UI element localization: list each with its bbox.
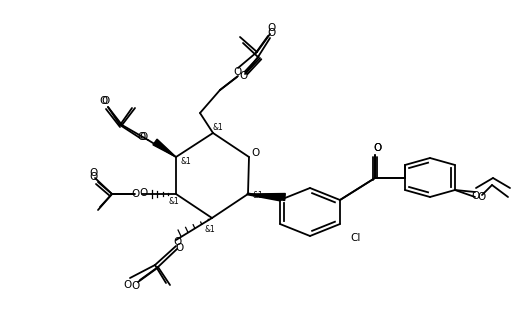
- Text: &1: &1: [169, 197, 179, 206]
- Text: Cl: Cl: [350, 233, 360, 243]
- Text: O: O: [131, 189, 139, 199]
- Text: O: O: [373, 143, 381, 153]
- Text: O: O: [137, 132, 145, 142]
- Text: O: O: [268, 28, 276, 38]
- Text: O: O: [173, 237, 181, 247]
- Text: O: O: [89, 168, 97, 178]
- Text: O: O: [89, 172, 97, 182]
- Text: O: O: [233, 67, 241, 77]
- Text: O: O: [124, 280, 132, 290]
- Text: O: O: [132, 281, 140, 291]
- Text: O: O: [140, 132, 148, 142]
- Text: O: O: [139, 188, 147, 198]
- Text: O: O: [102, 96, 110, 106]
- Polygon shape: [248, 193, 285, 200]
- Polygon shape: [153, 139, 176, 157]
- Text: &1: &1: [212, 122, 223, 132]
- Text: O: O: [240, 71, 248, 81]
- Text: &1: &1: [252, 191, 264, 200]
- Text: O: O: [472, 191, 480, 201]
- Text: O: O: [252, 148, 260, 158]
- Text: O: O: [175, 243, 183, 253]
- Text: &1: &1: [181, 157, 191, 165]
- Text: O: O: [477, 192, 485, 202]
- Text: O: O: [99, 96, 107, 106]
- Text: O: O: [267, 23, 275, 33]
- Text: O: O: [374, 143, 382, 153]
- Text: &1: &1: [204, 225, 216, 235]
